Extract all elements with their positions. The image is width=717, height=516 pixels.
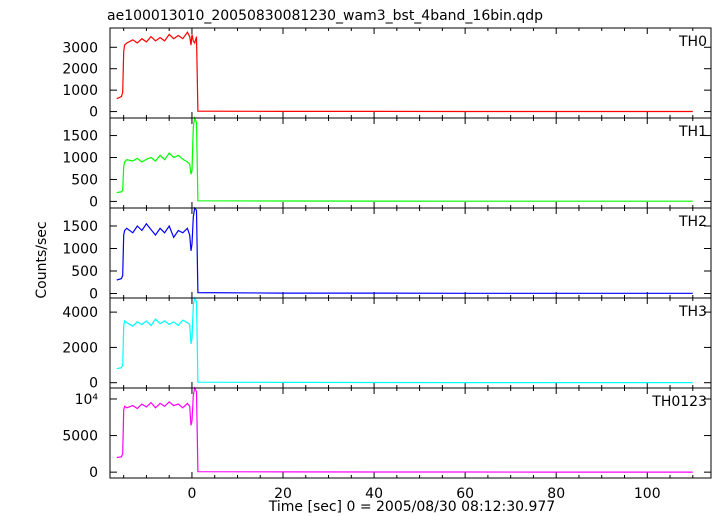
y-tick-label: 0 <box>89 465 98 481</box>
panel-th3: 0 2000 4000 TH3 <box>62 296 712 392</box>
chart-panels: 0 1000 2000 3000 TH0 0 500 1000 1500 TH1 0 500 1000 1… <box>62 27 712 481</box>
y-tick-label: 500 <box>71 172 98 188</box>
x-tick-label: 100 <box>634 486 661 502</box>
x-tick-label: 40 <box>365 486 383 502</box>
series-label: TH0123 <box>651 394 707 410</box>
y-tick-label: 4000 <box>62 305 98 321</box>
y-tick-label: 1500 <box>62 219 98 235</box>
series-line-th1 <box>116 115 693 202</box>
y-axis-label: Counts/sec <box>34 221 50 298</box>
series-label: TH1 <box>678 124 707 140</box>
series-line-th0 <box>116 31 693 113</box>
panel-th1: 0 500 1000 1500 TH1 <box>62 115 712 210</box>
y-tick-label: 0 <box>89 105 98 121</box>
x-tick-label: 80 <box>547 486 565 502</box>
chart-title: ae100013010_20050830081230_wam3_bst_4ban… <box>107 8 543 24</box>
x-tick-label: 60 <box>456 486 474 502</box>
y-tick-label: 0 <box>89 194 98 210</box>
panel-th0: 0 1000 2000 3000 TH0 <box>62 27 712 121</box>
panel-frame <box>109 27 712 119</box>
y-tick-label: 1000 <box>62 242 98 258</box>
series-line-th0123 <box>116 386 693 473</box>
y-tick-label: 0 <box>89 287 98 303</box>
panel-frame <box>109 297 712 389</box>
panel-frame <box>109 387 712 479</box>
series-line-th3 <box>116 296 693 384</box>
series-label: TH2 <box>678 214 707 230</box>
y-tick-label: 5000 <box>62 429 98 445</box>
x-axis-label: Time [sec] 0 = 2005/08/30 08:12:30.977 <box>268 499 555 515</box>
x-axis-ticks: 0 20 40 60 80 100 <box>187 486 660 502</box>
panel-th2: 0 500 1000 1500 TH2 <box>62 206 712 303</box>
x-tick-label: 0 <box>187 486 196 502</box>
panel-frame <box>109 117 712 209</box>
y-tick-label: 500 <box>71 264 98 280</box>
y-tick-label: 1000 <box>62 151 98 167</box>
y-tick-label: 2000 <box>62 62 98 78</box>
x-tick-label: 20 <box>274 486 292 502</box>
series-line-th2 <box>116 206 693 294</box>
series-label: TH0 <box>678 34 707 50</box>
y-tick-label: 1000 <box>62 83 98 99</box>
y-tick-label: 0 <box>89 376 98 392</box>
y-tick-label: 1500 <box>62 129 98 145</box>
y-tick-label: 3000 <box>62 40 98 56</box>
panel-frame <box>109 207 712 299</box>
panel-th0123: 0 5000 10⁴ TH0123 <box>62 386 712 481</box>
y-tick-label: 2000 <box>62 340 98 356</box>
y-tick-label: 10⁴ <box>75 392 99 408</box>
series-label: TH3 <box>678 304 707 320</box>
